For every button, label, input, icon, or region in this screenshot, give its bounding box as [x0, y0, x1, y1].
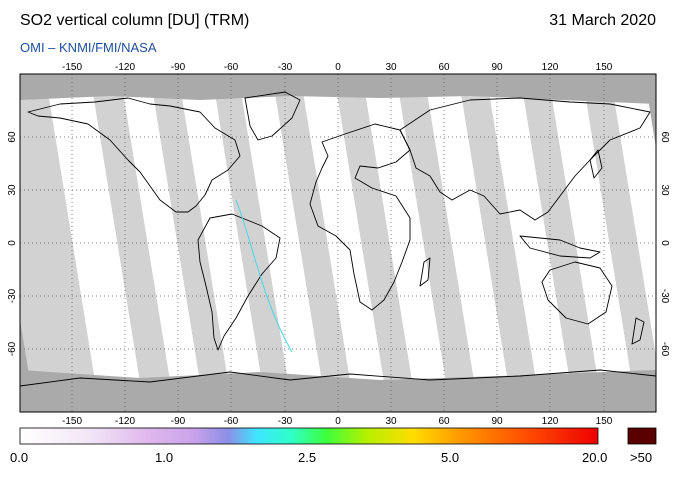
lon-tick: 60	[438, 62, 450, 73]
lon-tick: 30	[385, 416, 397, 427]
lon-tick: -120	[115, 62, 135, 73]
swath-gap	[150, 74, 233, 412]
lon-tick: 60	[438, 416, 450, 427]
colorbar-overflow-swatch	[627, 427, 657, 445]
lat-tick: 60	[659, 131, 670, 143]
lat-tick: 60	[7, 131, 18, 143]
swath-gap	[272, 74, 355, 412]
lon-ticks-top: -150 -120 -90 -60 -30 0 30 60 90 120 150	[62, 62, 613, 73]
swath-gap	[396, 74, 479, 412]
lat-tick: 0	[659, 240, 670, 246]
swath	[45, 74, 145, 412]
swath	[238, 74, 327, 412]
data-credit: OMI – KNMI/FMI/NASA	[20, 40, 157, 55]
lon-tick: -60	[224, 416, 239, 427]
lon-tick: -150	[62, 416, 82, 427]
swath-gap	[520, 74, 603, 412]
map-frame	[19, 73, 657, 413]
colorbar-label: 20.0	[582, 450, 608, 465]
lon-tick: 90	[491, 416, 503, 427]
lon-tick: -30	[278, 62, 293, 73]
new-zealand-outline	[631, 317, 645, 345]
coastlines	[20, 91, 656, 387]
lon-tick: -150	[62, 62, 82, 73]
lat-ticks-right: 60 30 0 -30 -60	[659, 131, 670, 356]
lat-ticks-left: 60 30 0 -30 -60	[7, 131, 18, 356]
colorbar-label: 5.0	[441, 450, 460, 465]
lat-tick: -60	[659, 342, 670, 357]
graticule	[20, 74, 656, 412]
lon-tick: 120	[542, 416, 559, 427]
europe-africa-outline	[309, 123, 411, 311]
indonesia-outline	[519, 235, 601, 259]
lon-tick: 150	[596, 416, 613, 427]
lon-tick: -120	[115, 416, 135, 427]
lon-tick: -90	[171, 62, 186, 73]
lat-tick: 30	[7, 184, 18, 196]
colorbar	[19, 427, 599, 445]
lon-tick: 120	[542, 62, 559, 73]
lon-tick: -60	[224, 62, 239, 73]
map-date: 31 March 2020	[549, 12, 656, 29]
swath	[362, 74, 451, 412]
south-america-outline	[197, 213, 281, 351]
antarctica-outline	[20, 369, 656, 387]
lat-tick: 0	[7, 240, 18, 246]
swath-gap	[458, 74, 541, 412]
madagascar-outline	[419, 257, 431, 287]
swath	[610, 74, 656, 357]
japan-outline	[589, 149, 603, 179]
lon-tick: 0	[335, 416, 341, 427]
north-america-outline	[27, 97, 241, 213]
lat-tick: 30	[659, 184, 670, 196]
colorbar-label: 1.0	[155, 450, 174, 465]
lon-tick: 0	[335, 62, 341, 73]
high-value-track	[235, 199, 293, 353]
colorbar-label: 0.0	[10, 450, 29, 465]
colorbar-label: 2.5	[298, 450, 317, 465]
lon-tick: -30	[278, 416, 293, 427]
lat-tick: -60	[7, 341, 18, 356]
lon-tick: 30	[385, 62, 397, 73]
colorbar-overflow-label: >50	[630, 450, 653, 465]
swath	[120, 74, 205, 412]
swath-gap	[582, 74, 656, 412]
lon-tick: 150	[596, 62, 613, 73]
lon-tick: -90	[171, 416, 186, 427]
swath-gap	[334, 74, 417, 412]
map-title: SO2 vertical column [DU] (TRM)	[20, 12, 250, 29]
map-area	[20, 74, 656, 412]
arctic-no-data	[20, 74, 656, 104]
australia-outline	[541, 261, 613, 325]
lat-tick: -30	[659, 289, 670, 304]
asia-outline	[399, 97, 651, 221]
greenland-outline	[244, 91, 301, 141]
lon-tick: 90	[491, 62, 503, 73]
swath	[486, 74, 575, 412]
swath	[178, 74, 267, 412]
lon-ticks-bottom: -150 -120 -90 -60 -30 0 30 60 90 120 150	[62, 416, 613, 427]
lat-tick: -30	[7, 288, 18, 303]
